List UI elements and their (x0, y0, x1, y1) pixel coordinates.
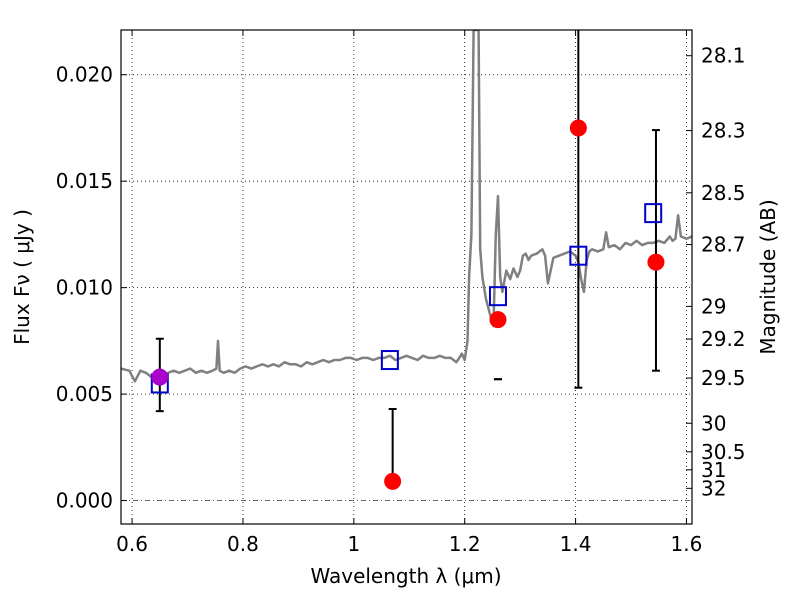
observed-photometry-point (151, 368, 169, 386)
y-axis-ticks: 0.000 0.005 0.010 0.015 0.020 (56, 63, 127, 513)
y-tick-label: 0.020 (56, 63, 113, 87)
x-axis-label: Wavelength λ (μm) (310, 564, 501, 588)
plot-background (121, 30, 692, 524)
magnitude-tick-label: 29.2 (701, 327, 746, 351)
y-tick-label: 0.010 (56, 276, 113, 300)
model-photometry-square (488, 286, 507, 307)
x-axis-ticks: 0.6 0.8 1 1.2 1.4 1.6 (116, 30, 702, 556)
y-tick-label: 0.000 (56, 489, 113, 513)
y-tick-label: 0.005 (56, 382, 113, 406)
observed-photometry-point (384, 472, 402, 490)
magnitude-tick-label: 29 (701, 294, 726, 318)
observed-photometry-point (647, 253, 665, 271)
magnitude-tick-label: 28.1 (701, 44, 746, 68)
magnitude-tick-label: 28.5 (701, 181, 746, 205)
y2-axis-label: Magnitude (AB) (756, 199, 780, 354)
observed-photometry-point (569, 119, 587, 137)
x-tick-label: 0.8 (227, 532, 259, 556)
model-photometry-square (569, 245, 588, 266)
magnitude-tick-label: 30 (701, 411, 726, 435)
y-axis-label: Flux Fν ( μJy ) (10, 209, 34, 345)
magnitude-tick-label: 28.3 (701, 119, 746, 143)
model-photometry-square (644, 203, 663, 224)
magnitude-tick-label: 28.7 (701, 233, 746, 257)
x-tick-label: 1.6 (671, 532, 703, 556)
magnitude-tick-label: 32 (701, 476, 726, 500)
data-markers (150, 119, 665, 490)
observed-photometry-point (489, 311, 507, 329)
x-tick-label: 1.4 (560, 532, 592, 556)
magnitude-tick-label: 30.5 (701, 440, 746, 464)
y-tick-label: 0.015 (56, 169, 113, 193)
x-tick-label: 1.2 (449, 532, 481, 556)
magnitude-tick-label: 31 (701, 458, 726, 482)
model-photometry-square (380, 350, 399, 371)
spectrum-series (121, 30, 692, 383)
error-bars (155, 30, 660, 483)
x-tick-label: 0.6 (116, 532, 148, 556)
x-tick-label: 1 (347, 532, 360, 556)
plot-frame (120, 29, 693, 525)
magnitude-tick-label: 29.5 (701, 366, 746, 390)
spectrum-line (121, 30, 692, 383)
